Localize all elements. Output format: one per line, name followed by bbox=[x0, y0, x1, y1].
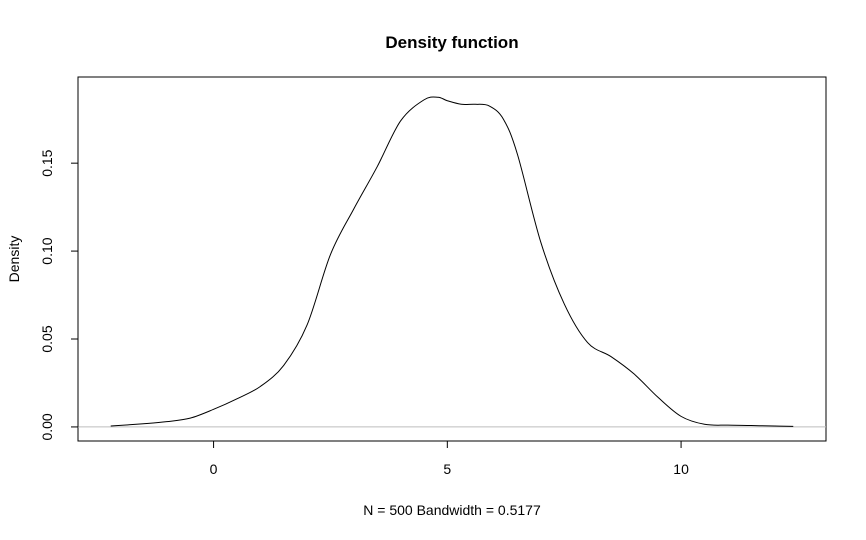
x-tick-label: 5 bbox=[443, 461, 451, 477]
y-tick-label: 0.05 bbox=[39, 325, 55, 352]
y-axis-label: Density bbox=[6, 236, 22, 283]
chart-title: Density function bbox=[385, 33, 518, 52]
y-tick-label: 0.00 bbox=[39, 413, 55, 440]
y-tick-label: 0.15 bbox=[39, 149, 55, 176]
y-axis: 0.00 0.05 0.10 0.15 bbox=[39, 149, 79, 441]
plot-frame bbox=[77, 76, 827, 442]
x-axis: 0 5 10 bbox=[210, 440, 689, 477]
y-tick-label: 0.10 bbox=[39, 237, 55, 264]
density-curve bbox=[110, 96, 794, 427]
x-tick-label: 0 bbox=[210, 461, 218, 477]
density-points bbox=[110, 96, 795, 427]
x-axis-label: N = 500 Bandwidth = 0.5177 bbox=[363, 502, 541, 518]
x-tick-label: 10 bbox=[673, 461, 689, 477]
